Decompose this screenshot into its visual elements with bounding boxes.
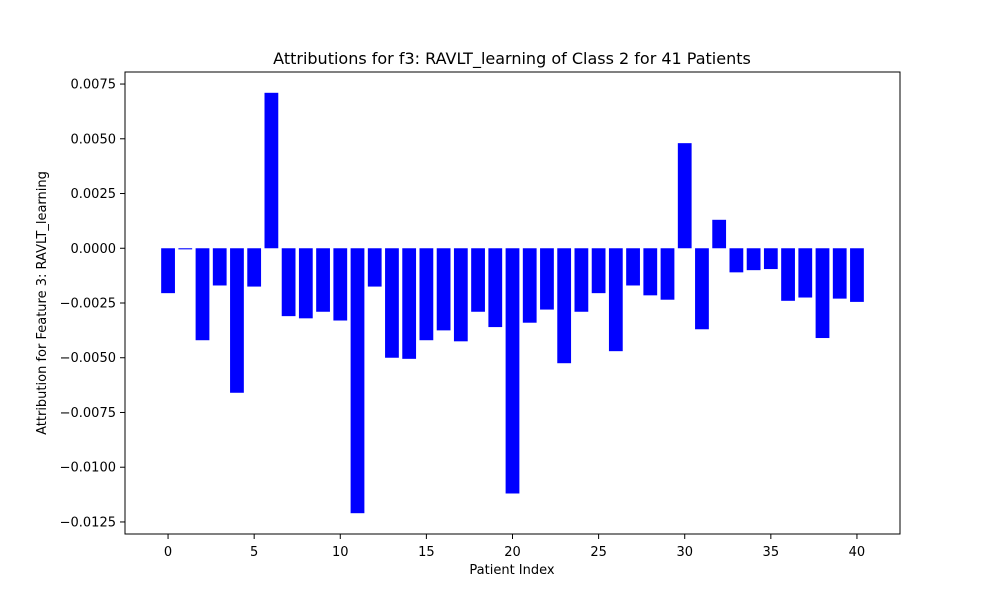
- y-tick-label: 0.0000: [71, 242, 117, 257]
- bar-patient-11: [350, 248, 365, 514]
- bar-patient-31: [695, 248, 709, 330]
- bar-patient-22: [540, 248, 554, 310]
- bar-patient-28: [643, 248, 658, 296]
- bar-patient-26: [608, 248, 623, 352]
- y-axis-label: Attribution for Feature 3: RAVLT_learnin…: [35, 171, 50, 435]
- bar-patient-34: [746, 248, 761, 271]
- x-axis: 0 5 10 15 20 25 30 35 40: [164, 534, 865, 560]
- y-tick-label: −0.0025: [60, 297, 116, 312]
- y-tick-label: −0.0050: [60, 351, 116, 366]
- y-axis: −0.0125 −0.0100 −0.0075 −0.0050 −0.0025 0.000…: [60, 78, 125, 530]
- y-tick-label: 0.0025: [71, 187, 117, 202]
- x-tick-label: 5: [250, 545, 258, 560]
- plot-frame: [124, 71, 901, 535]
- bar-patient-5: [247, 248, 262, 287]
- bar-patient-25: [591, 248, 606, 294]
- bar-patient-19: [488, 248, 503, 328]
- y-tick-label: 0.0050: [71, 132, 117, 147]
- y-tick-label: 0.0075: [71, 78, 117, 93]
- bar-patient-23: [557, 248, 572, 364]
- bar-patient-21: [522, 248, 537, 323]
- bar-patient-20: [505, 248, 520, 494]
- bar-patient-9: [316, 248, 330, 312]
- bar-patient-16: [436, 248, 451, 331]
- bar-patient-33: [729, 248, 744, 273]
- bar-patient-38: [815, 248, 830, 339]
- bar-patient-1: [178, 248, 193, 250]
- x-tick-label: 0: [164, 545, 172, 560]
- x-tick-label: 20: [504, 545, 521, 560]
- y-tick-label: −0.0125: [60, 515, 116, 530]
- x-tick-label: 40: [849, 545, 866, 560]
- bar-patient-2: [195, 248, 210, 341]
- x-tick-label: 30: [676, 545, 693, 560]
- bars-group: [161, 92, 864, 514]
- bar-patient-10: [333, 248, 348, 321]
- bar-patient-27: [626, 248, 640, 286]
- bar-patient-6: [264, 92, 279, 249]
- bar-patient-32: [712, 219, 727, 249]
- bar-patient-40: [850, 248, 864, 302]
- bar-patient-35: [763, 248, 778, 270]
- bar-patient-7: [281, 248, 296, 317]
- x-tick-label: 25: [590, 545, 607, 560]
- bar-patient-12: [367, 248, 382, 287]
- bar-patient-39: [832, 248, 847, 299]
- bar-patient-0: [161, 248, 175, 294]
- bar-patient-14: [402, 248, 417, 359]
- bar-patient-13: [385, 248, 399, 358]
- x-axis-label: Patient Index: [469, 563, 554, 578]
- bar-patient-36: [781, 248, 795, 301]
- y-tick-label: −0.0100: [60, 461, 116, 476]
- x-tick-label: 15: [418, 545, 435, 560]
- bar-patient-37: [798, 248, 813, 298]
- bar-patient-3: [212, 248, 227, 286]
- bar-patient-29: [660, 248, 675, 300]
- chart-title: Attributions for f3: RAVLT_learning of C…: [273, 49, 751, 69]
- bar-patient-17: [453, 248, 468, 342]
- bar-patient-4: [230, 248, 244, 393]
- bar-patient-15: [419, 248, 434, 341]
- bar-patient-18: [471, 248, 485, 312]
- bar-patient-30: [677, 143, 692, 249]
- y-tick-label: −0.0075: [60, 406, 116, 421]
- x-tick-label: 35: [763, 545, 780, 560]
- bar-patient-24: [574, 248, 589, 312]
- x-tick-label: 10: [332, 545, 349, 560]
- bar-patient-8: [298, 248, 313, 319]
